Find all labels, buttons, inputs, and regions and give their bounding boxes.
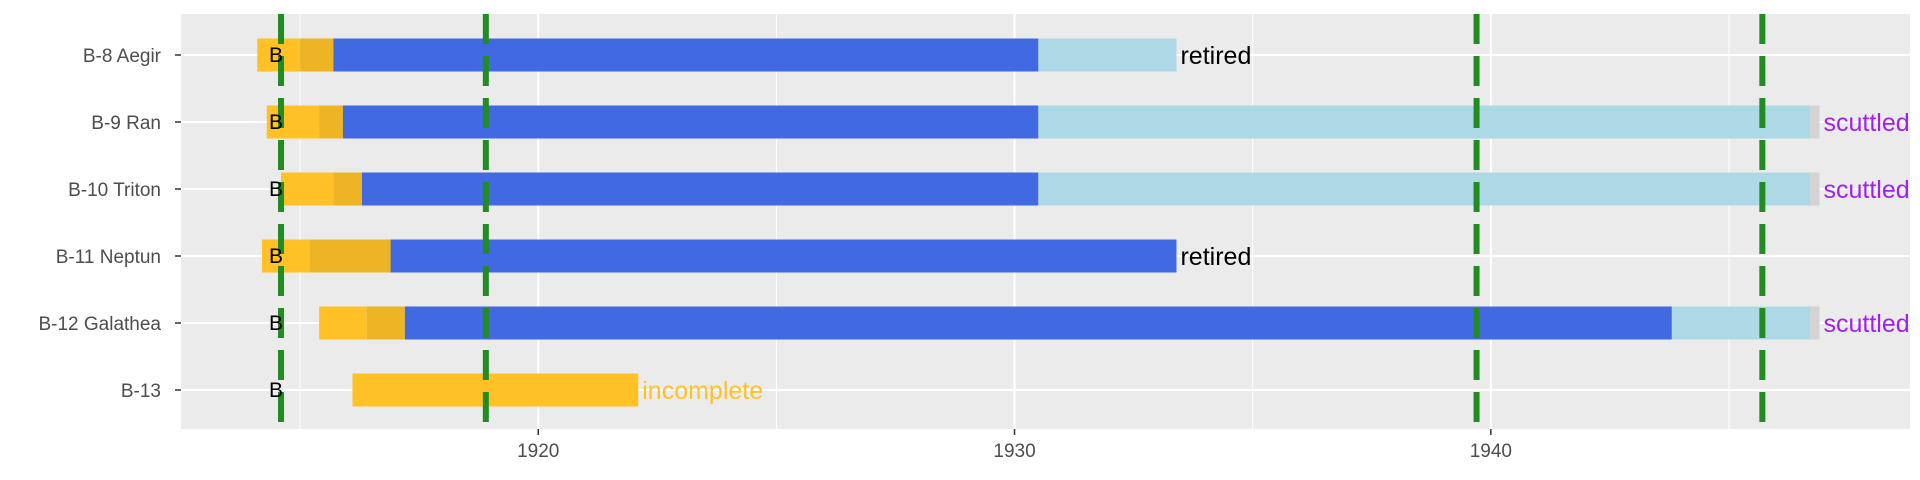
y-axis: B-8 Aegir B-9 Ran B-10 Triton B-11 Neptun B-… <box>38 46 181 402</box>
fate-label: retired <box>1180 243 1251 271</box>
bar-segment-phase_a <box>319 306 367 340</box>
bar-segment-reserve <box>1038 38 1177 72</box>
bar-segment-phase_a <box>352 373 639 407</box>
fate-label: incomplete <box>642 377 763 405</box>
bar-segment-phase_a <box>266 105 320 139</box>
fate-label: scuttled <box>1824 310 1910 338</box>
y-tick-label: B-8 Aegir <box>83 46 162 67</box>
row-marker-label: B <box>269 312 283 335</box>
event-lines <box>278 14 1766 429</box>
bar-segment-phase_a <box>281 172 334 206</box>
bar-segment-service <box>361 172 1039 206</box>
y-tick-label: B-13 <box>121 381 161 402</box>
bar-segment-phase_b <box>333 172 362 206</box>
y-tick-label: B-9 Ran <box>91 113 161 134</box>
y-tick-label: B-12 Galathea <box>38 314 161 335</box>
bar-segment-service <box>333 38 1039 72</box>
bar-segment-phase_b <box>366 306 405 340</box>
bar-segment-service <box>342 105 1039 139</box>
bar-segment-phase_b <box>319 105 343 139</box>
fate-label: scuttled <box>1824 109 1910 137</box>
x-tick-label: 1920 <box>517 441 559 462</box>
plot-panel <box>181 14 1910 429</box>
row-marker-label: B <box>269 245 283 268</box>
bar-segment-reserve <box>1671 306 1810 340</box>
y-tick-label: B-10 Triton <box>68 180 161 201</box>
bar-segment-service <box>390 239 1177 273</box>
bar-segment-end <box>1809 306 1820 340</box>
x-axis: 1920 1930 1940 <box>517 429 1512 462</box>
bar-segment-end <box>1809 105 1820 139</box>
bar-segments <box>257 38 1820 407</box>
row-markers: B B B B B B <box>269 44 283 402</box>
row-marker-label: B <box>269 379 283 402</box>
fate-labels: retired scuttled scuttled retired scuttled in… <box>642 42 1909 405</box>
row-marker-label: B <box>269 44 283 67</box>
bar-segment-service <box>404 306 1672 340</box>
x-tick-label: 1940 <box>1470 441 1512 462</box>
bar-segment-end <box>1809 172 1820 206</box>
row-marker-label: B <box>269 111 283 134</box>
row-marker-label: B <box>269 178 283 201</box>
bar-segment-phase_b <box>300 38 334 72</box>
bar-segment-phase_a <box>261 239 310 273</box>
fate-label: retired <box>1180 42 1251 70</box>
x-tick-label: 1930 <box>993 441 1035 462</box>
y-tick-label: B-11 Neptun <box>56 247 161 268</box>
bar-segment-reserve <box>1038 105 1810 139</box>
bar-segment-reserve <box>1038 172 1810 206</box>
fate-label: scuttled <box>1824 176 1910 204</box>
bar-segment-phase_b <box>309 239 391 273</box>
